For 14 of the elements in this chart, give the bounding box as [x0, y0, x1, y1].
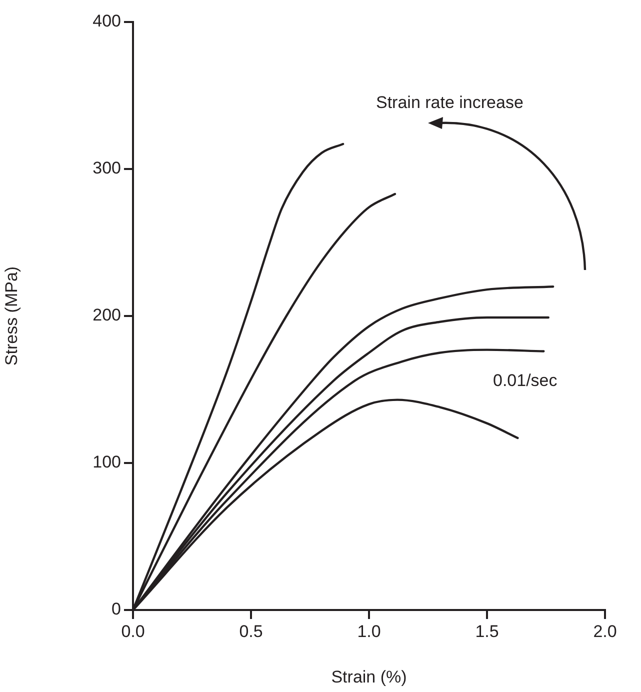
x-tick-label: 1.5: [475, 622, 499, 641]
annotation: Strain rate increase: [376, 93, 524, 113]
y-tick-label: 200: [92, 306, 121, 325]
annotation: 0.01/sec: [493, 371, 558, 391]
y-tick-label: 400: [92, 12, 121, 31]
y-tick-label: 0: [112, 600, 121, 619]
x-tick-label: 0.0: [121, 622, 145, 641]
x-tick-label: 2.0: [593, 622, 617, 641]
y-axis-title: Stress (MPa): [2, 266, 21, 366]
x-tick-label: 0.5: [239, 622, 263, 641]
x-tick-label: 1.0: [357, 622, 381, 641]
x-axis-title: Strain (%): [331, 667, 407, 686]
y-tick-label: 100: [92, 452, 121, 472]
y-tick-label: 300: [92, 158, 121, 178]
